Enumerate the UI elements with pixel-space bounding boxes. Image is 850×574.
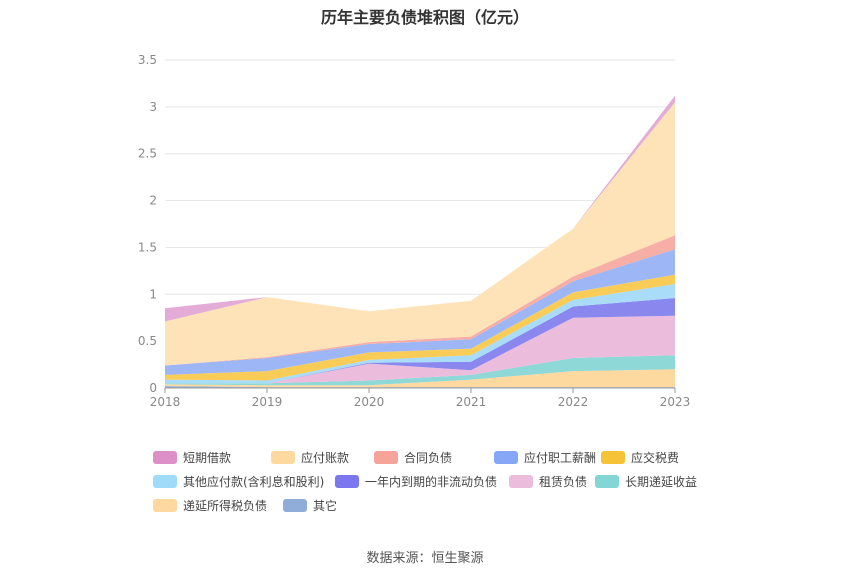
area-series-其他应付款(含利息和股利) [165,284,675,384]
legend-label: 合同负债 [404,450,453,465]
y-tick-label: 0.5 [138,334,157,348]
legend-label: 租赁负债 [539,474,588,489]
legend-label: 短期借款 [183,450,232,465]
legend-swatch [494,450,518,464]
y-tick-label: 2 [149,194,157,208]
area-series-租赁负债 [165,315,675,384]
legend-item[interactable]: 递延所得税负债 [153,496,267,514]
legend-swatch [601,450,625,464]
y-tick-label: 1.5 [138,240,157,254]
legend-label: 长期递延收益 [625,474,698,489]
y-tick-label: 2.5 [138,147,157,161]
legend-item[interactable]: 应付账款 [271,448,349,466]
x-tick-label: 2019 [252,395,283,409]
legend-item[interactable]: 长期递延收益 [595,472,697,490]
legend-label: 其他应付款(含利息和股利) [183,474,325,489]
x-tick-label: 2023 [660,395,691,409]
data-source: 数据来源：恒生聚源 [366,551,484,566]
legend-label: 应付账款 [301,450,350,465]
y-tick-label: 0 [149,381,157,395]
legend-swatch [509,474,533,488]
y-tick-label: 1 [149,287,157,301]
y-tick-label: 3 [149,100,157,114]
area-series-递延所得税负债 [165,369,675,388]
legend-swatch [595,474,619,488]
legend-swatch [153,474,177,488]
x-tick-label: 2021 [456,395,487,409]
legend-label: 一年内到期的非流动负债 [365,474,498,489]
legend-label: 应付职工薪酬 [524,450,597,465]
legend-swatch [374,450,398,464]
legend-label: 其它 [313,498,338,513]
legend-item[interactable]: 合同负债 [374,448,452,466]
legend-swatch [283,498,307,512]
legend-item[interactable]: 其他应付款(含利息和股利) [153,472,324,490]
legend-swatch [153,498,177,512]
legend-label: 应交税费 [631,450,680,465]
legend-item[interactable]: 一年内到期的非流动负债 [335,472,497,490]
legend-item[interactable]: 短期借款 [153,448,231,466]
chart-title: 历年主要负债堆积图（亿元） [320,8,529,27]
legend-label: 递延所得税负债 [183,498,268,513]
legend-swatch [271,450,295,464]
stacked-area-chart: 0 0.5 1 1.5 2 2.5 3 3.5 2018 2019 2020 2021 2022 2023 [138,53,691,409]
legend-swatch [335,474,359,488]
area-series-应付职工薪酬 [165,249,675,375]
legend-item[interactable]: 其它 [283,496,337,514]
legend-item[interactable]: 应交税费 [601,448,679,466]
area-series-一年内到期的非流动负债 [165,298,675,384]
area-series-长期递延收益 [165,355,675,386]
area-series-应交税费 [165,274,675,381]
x-tick-label: 2022 [558,395,589,409]
area-series-合同负债 [165,235,675,366]
y-tick-label: 3.5 [138,53,157,67]
legend-item[interactable]: 租赁负债 [509,472,587,490]
legend-item[interactable]: 应付职工薪酬 [494,448,596,466]
area-series-应付账款 [165,102,675,366]
x-tick-label: 2018 [150,395,181,409]
legend-swatch [153,450,177,464]
x-tick-label: 2020 [354,395,385,409]
